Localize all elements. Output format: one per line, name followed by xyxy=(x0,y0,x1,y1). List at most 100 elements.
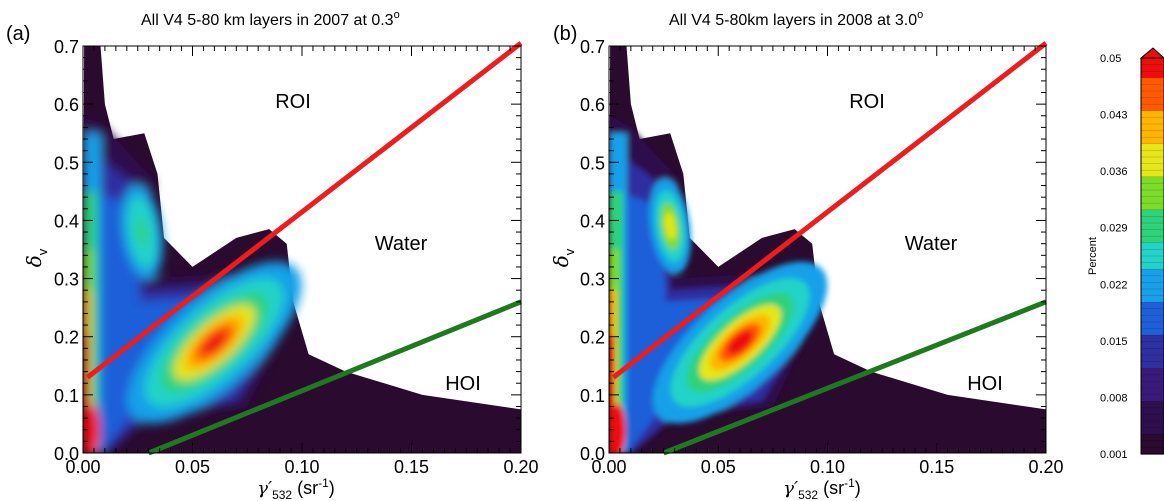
colorbar-band xyxy=(1141,308,1164,316)
panel-label: (a) xyxy=(6,23,30,45)
y-axis-label: δv xyxy=(22,248,50,267)
colorbar-band xyxy=(1141,216,1164,224)
colorbar-band xyxy=(1141,157,1164,165)
colorbar-band xyxy=(1141,414,1164,422)
colorbar-band xyxy=(1141,315,1164,323)
y-axis-label: δv xyxy=(549,248,577,267)
y-tick-label: 0.7 xyxy=(580,37,605,57)
colorbar-band xyxy=(1141,249,1164,257)
density-plot xyxy=(83,46,521,453)
x-tick-label: 0.15 xyxy=(394,457,429,477)
y-tick-label: 0.6 xyxy=(580,95,605,115)
colorbar-tick-label: 0.022 xyxy=(1100,279,1128,291)
colorbar-band xyxy=(1141,434,1164,442)
x-tick-label: 0.10 xyxy=(284,457,319,477)
colorbar-band xyxy=(1141,84,1164,92)
colorbar-band xyxy=(1141,447,1164,455)
y-tick-label: 0.0 xyxy=(580,444,605,464)
y-tick-label: 0.5 xyxy=(54,153,79,173)
colorbar-band xyxy=(1141,282,1164,290)
colorbar-band xyxy=(1141,328,1164,336)
boundary-lines xyxy=(85,41,523,456)
colorbar-label: Percent xyxy=(1087,237,1099,275)
colorbar-band xyxy=(1141,368,1164,376)
y-tick-label: 0.7 xyxy=(54,37,79,57)
density-contour xyxy=(609,403,626,453)
region-label-hoi: HOI xyxy=(445,373,481,395)
x-tick-label: 0.10 xyxy=(810,457,845,477)
colorbar-bands xyxy=(1141,57,1164,455)
density-contour xyxy=(136,218,148,246)
x-tick-label: 0.00 xyxy=(591,457,626,477)
y-tick-label: 0.3 xyxy=(54,270,79,290)
y-tick-label: 0.2 xyxy=(580,328,605,348)
colorbar-band xyxy=(1141,341,1164,349)
colorbar-band xyxy=(1141,104,1164,112)
panel-title: All V4 5-80 km layers in 2007 at 0.3o xyxy=(141,9,400,29)
density-field xyxy=(609,46,1046,453)
colorbar-band xyxy=(1141,130,1164,138)
colorbar-band xyxy=(1141,203,1164,211)
x-tick-label: 0.05 xyxy=(175,457,210,477)
density-contour xyxy=(201,330,228,355)
colorbar-band xyxy=(1141,388,1164,396)
panel-b: (b) All V4 5-80km layers in 2008 at 3.0o… xyxy=(549,9,1064,501)
colorbar-tick-label: 0.036 xyxy=(1100,166,1128,178)
colorbar-band xyxy=(1141,427,1164,435)
x-tick-label: 0.20 xyxy=(503,457,538,477)
colorbar-band xyxy=(1141,150,1164,158)
colorbar-band xyxy=(1141,190,1164,198)
panel-label: (b) xyxy=(553,23,577,45)
colorbar-band xyxy=(1141,176,1164,184)
y-tick-label: 0.4 xyxy=(580,211,605,231)
colorbar-tick-label: 0.043 xyxy=(1100,110,1128,122)
colorbar-band xyxy=(1141,91,1164,99)
colorbar-band xyxy=(1141,374,1164,382)
density-contour xyxy=(727,330,754,355)
colorbar: 0.050.0430.0360.0290.0220.0150.0080.001 … xyxy=(1087,47,1164,461)
panel-a: (a) All V4 5-80 km layers in 2007 at 0.3… xyxy=(6,9,539,501)
colorbar-band xyxy=(1141,361,1164,369)
colorbar-band xyxy=(1141,117,1164,125)
y-tick-label: 0.2 xyxy=(54,328,79,348)
colorbar-band xyxy=(1141,242,1164,250)
colorbar-band xyxy=(1141,295,1164,303)
x-tick-label: 0.20 xyxy=(1028,457,1063,477)
colorbar-band xyxy=(1141,163,1164,171)
colorbar-frame xyxy=(1140,57,1164,455)
colorbar-band xyxy=(1141,256,1164,264)
colorbar-band xyxy=(1141,355,1164,363)
tick-labels: 0.00 0.05 0.10 0.15 0.20 0.0 0.1 0.2 0.3 0.4 0.5 0.… xyxy=(580,37,1064,477)
y-tick-label: 0.5 xyxy=(580,153,605,173)
colorbar-tick-label: 0.008 xyxy=(1100,392,1128,404)
region-label-hoi: HOI xyxy=(967,373,1003,395)
colorbar-band xyxy=(1141,348,1164,356)
density-contour xyxy=(83,403,100,453)
colorbar-band xyxy=(1141,71,1164,79)
x-tick-label: 0.00 xyxy=(65,457,100,477)
density-levels xyxy=(609,115,828,453)
colorbar-band xyxy=(1141,262,1164,270)
colorbar-band xyxy=(1141,407,1164,415)
colorbar-band xyxy=(1141,322,1164,330)
colorbar-band xyxy=(1141,440,1164,448)
colorbar-tick-label: 0.05 xyxy=(1100,53,1121,65)
colorbar-band xyxy=(1141,381,1164,389)
region-label-roi: ROI xyxy=(849,91,885,113)
hoi-boundary-line xyxy=(147,299,522,456)
colorbar-ticks: 0.05 0.043 0.036 0.029 0.022 0.015 0.008 0.001 xyxy=(1100,53,1128,461)
colorbar-tick-label: 0.001 xyxy=(1100,449,1128,461)
region-label-water: Water xyxy=(375,233,428,255)
density-levels xyxy=(83,115,302,453)
colorbar-band xyxy=(1141,289,1164,297)
colorbar-band xyxy=(1141,401,1164,409)
x-tick-label: 0.05 xyxy=(701,457,736,477)
region-label-roi: ROI xyxy=(275,91,311,113)
y-tick-label: 0.6 xyxy=(54,95,79,115)
x-axis-label: γ′532 (sr-1) xyxy=(783,476,861,501)
colorbar-band xyxy=(1141,269,1164,277)
colorbar-extend-arrow xyxy=(1139,47,1164,59)
density-field xyxy=(83,46,521,453)
colorbar-band xyxy=(1141,170,1164,178)
colorbar-band xyxy=(1141,110,1164,118)
